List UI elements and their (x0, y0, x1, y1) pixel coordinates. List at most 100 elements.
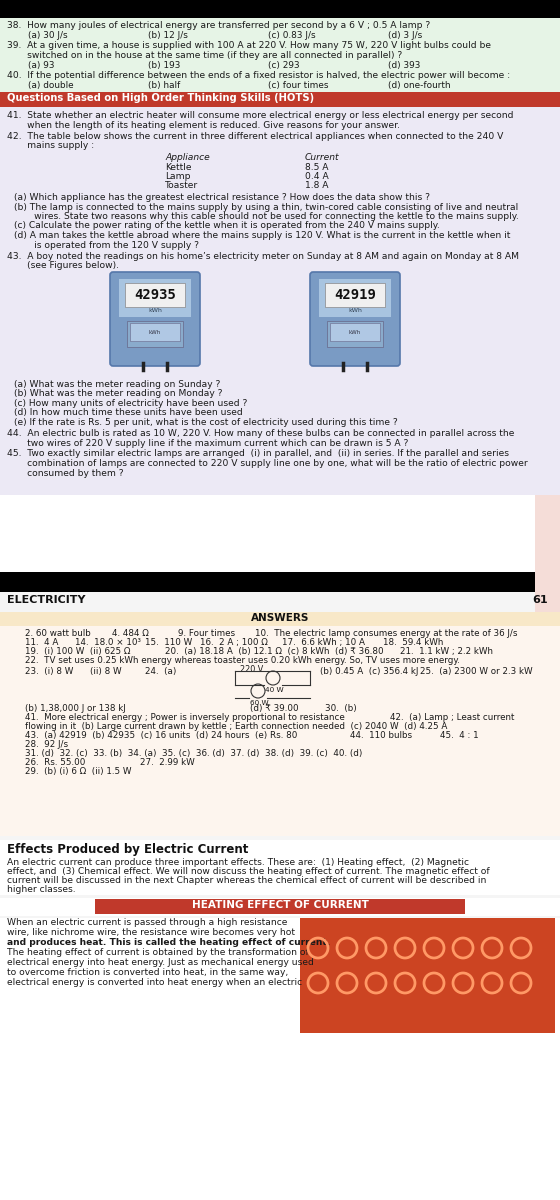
Text: (b) 0.45 A  (c) 356.4 kJ: (b) 0.45 A (c) 356.4 kJ (320, 667, 418, 676)
Text: (e) If the rate is Rs. 5 per unit, what is the cost of electricity used during t: (e) If the rate is Rs. 5 per unit, what … (14, 418, 398, 427)
Bar (0, 626, 560, 836)
Text: (c) 0.83 J/s: (c) 0.83 J/s (268, 31, 316, 40)
Text: The heating effect of current is obtained by the transformation of: The heating effect of current is obtaine… (7, 948, 309, 958)
Text: HEATING EFFECT OF CURRENT: HEATING EFFECT OF CURRENT (192, 900, 368, 910)
Text: 31. (d)  32. (c)  33. (b)  34. (a)  35. (c)  36. (d)  37. (d)  38. (d)  39. (c) : 31. (d) 32. (c) 33. (b) 34. (a) 35. (c) … (25, 749, 362, 758)
Bar (95, 899, 465, 914)
Text: 41.  More electrical energy ; Power is inversely proportional to resistance: 41. More electrical energy ; Power is in… (25, 713, 345, 722)
Bar (0, 1118, 560, 1200)
Text: 41.  State whether an electric heater will consume more electrical energy or les: 41. State whether an electric heater wil… (7, 110, 514, 120)
Text: 42935: 42935 (134, 288, 176, 302)
Text: 42.  (a) Lamp ; Least current: 42. (a) Lamp ; Least current (390, 713, 515, 722)
Bar (325, 283, 385, 307)
Text: (d) In how much time these units have been used: (d) In how much time these units have be… (14, 408, 242, 418)
Bar (0, 572, 560, 592)
Text: 24.  (a): 24. (a) (145, 667, 176, 676)
Text: and produces heat. This is called the heating effect of current.: and produces heat. This is called the he… (7, 938, 330, 947)
Text: 22.  TV set uses 0.25 kWh energy whereas toaster uses 0.20 kWh energy. So, TV us: 22. TV set uses 0.25 kWh energy whereas … (25, 656, 460, 665)
Bar (319, 278, 391, 317)
Bar (130, 323, 180, 341)
Bar (330, 323, 380, 341)
Bar (0, 0, 560, 18)
Text: (b) 12 J/s: (b) 12 J/s (148, 31, 188, 40)
Bar (127, 320, 183, 347)
Text: (d) ₹ 39.00: (d) ₹ 39.00 (250, 704, 298, 713)
Text: 45.  4 : 1: 45. 4 : 1 (440, 731, 479, 740)
Text: 43.  A boy noted the readings on his home’s electricity meter on Sunday at 8 AM : 43. A boy noted the readings on his home… (7, 252, 519, 260)
Bar (327, 320, 383, 347)
Text: when the length of its heating element is reduced. Give reasons for your answer.: when the length of its heating element i… (7, 120, 400, 130)
Text: 27.  2.99 kW: 27. 2.99 kW (140, 758, 195, 767)
Text: higher classes.: higher classes. (7, 886, 76, 894)
Text: 0.4 A: 0.4 A (305, 172, 329, 181)
Text: (a) Which appliance has the greatest electrical resistance ? How does the data s: (a) Which appliance has the greatest ele… (14, 193, 430, 202)
Text: ELECTRICITY: ELECTRICITY (7, 595, 86, 605)
Text: electrical energy into heat energy. Just as mechanical energy used: electrical energy into heat energy. Just… (7, 958, 314, 967)
Text: 61: 61 (533, 595, 548, 605)
FancyBboxPatch shape (310, 272, 400, 366)
Text: 4. 484 Ω: 4. 484 Ω (112, 629, 149, 638)
Text: (a) 30 J/s: (a) 30 J/s (28, 31, 68, 40)
Text: 16.  2 A ; 100 Ω: 16. 2 A ; 100 Ω (200, 638, 268, 647)
Text: 10.  The electric lamp consumes energy at the rate of 36 J/s: 10. The electric lamp consumes energy at… (255, 629, 517, 638)
Bar (0, 18, 560, 120)
Text: (c) 293: (c) 293 (268, 61, 300, 70)
Text: effect, and  (3) Chemical effect. We will now discuss the heating effect of curr: effect, and (3) Chemical effect. We will… (7, 866, 489, 876)
Text: (d) one-fourth: (d) one-fourth (388, 80, 451, 90)
Text: 44.  110 bulbs: 44. 110 bulbs (350, 731, 412, 740)
Text: Questions Based on High Order Thinking Skills (HOTS): Questions Based on High Order Thinking S… (7, 92, 314, 103)
Bar (0, 494, 560, 575)
Text: (b) What was the meter reading on Monday ?: (b) What was the meter reading on Monday… (14, 390, 222, 398)
Text: 28.  92 J/s: 28. 92 J/s (25, 740, 68, 749)
Bar (0, 612, 560, 626)
Text: 8.5 A: 8.5 A (305, 162, 329, 172)
Text: 2. 60 watt bulb: 2. 60 watt bulb (25, 629, 91, 638)
Text: 18.  59.4 kWh: 18. 59.4 kWh (383, 638, 444, 647)
Text: 43.  (a) 42919  (b) 42935  (c) 16 units  (d) 24 hours  (e) Rs. 80: 43. (a) 42919 (b) 42935 (c) 16 units (d)… (25, 731, 297, 740)
Text: flowing in it  (b) Large current drawn by kettle ; Earth connection needed  (c) : flowing in it (b) Large current drawn by… (25, 722, 447, 731)
Text: 26.  Rs. 55.00: 26. Rs. 55.00 (25, 758, 85, 767)
Text: Appliance: Appliance (165, 152, 210, 162)
Text: 40.  If the potential difference between the ends of a fixed resistor is halved,: 40. If the potential difference between … (7, 71, 510, 80)
Text: (d) 3 J/s: (d) 3 J/s (388, 31, 422, 40)
Text: 25.  (a) 2300 W or 2.3 kW: 25. (a) 2300 W or 2.3 kW (420, 667, 533, 676)
Text: 23.  (i) 8 W: 23. (i) 8 W (25, 667, 73, 676)
Bar (0, 898, 560, 916)
Text: Lamp: Lamp (165, 172, 190, 181)
Text: (ii) 8 W: (ii) 8 W (90, 667, 122, 676)
Text: An electric current can produce three important effects. These are:  (1) Heating: An electric current can produce three im… (7, 858, 469, 866)
Text: When an electric current is passed through a high resistance: When an electric current is passed throu… (7, 918, 287, 926)
Bar (0, 92, 560, 107)
FancyBboxPatch shape (110, 272, 200, 366)
Text: Current: Current (305, 152, 339, 162)
Text: to overcome friction is converted into heat, in the same way,: to overcome friction is converted into h… (7, 968, 288, 977)
Text: 38.  How many joules of electrical energy are transferred per second by a 6 V ; : 38. How many joules of electrical energy… (7, 20, 430, 30)
Text: (a) What was the meter reading on Sunday ?: (a) What was the meter reading on Sunday… (14, 380, 221, 389)
Text: consumed by them ?: consumed by them ? (7, 468, 124, 478)
Text: 19.  (i) 100 W  (ii) 625 Ω: 19. (i) 100 W (ii) 625 Ω (25, 647, 130, 656)
Text: kWh: kWh (348, 308, 362, 313)
Text: 15.  110 W: 15. 110 W (145, 638, 192, 647)
Text: two wires of 220 V supply line if the maximum current which can be drawn is 5 A : two wires of 220 V supply line if the ma… (7, 439, 408, 448)
Text: (a) 93: (a) 93 (28, 61, 54, 70)
Text: 40 W: 40 W (265, 686, 283, 692)
Text: kWh: kWh (149, 330, 161, 336)
Text: combination of lamps are connected to 220 V supply line one by one, what will be: combination of lamps are connected to 22… (7, 458, 528, 468)
Bar (0, 840, 560, 895)
Text: 1.8 A: 1.8 A (305, 181, 329, 191)
Text: 30.  (b): 30. (b) (325, 704, 357, 713)
Text: 42.  The table below shows the current in three different electrical appliances : 42. The table below shows the current in… (7, 132, 503, 140)
Text: (b) 1,38,000 J or 138 kJ: (b) 1,38,000 J or 138 kJ (25, 704, 126, 713)
Text: (b) The lamp is connected to the mains supply by using a thin, twin-cored cable : (b) The lamp is connected to the mains s… (14, 203, 518, 211)
Text: switched on in the house at the same time (if they are all connected in parallel: switched on in the house at the same tim… (7, 50, 402, 60)
Text: wires. State two reasons why this cable should not be used for connecting the ke: wires. State two reasons why this cable … (14, 212, 519, 221)
Text: electrical energy is converted into heat energy when an electric: electrical energy is converted into heat… (7, 978, 302, 986)
Text: 14.  18.0 × 10³: 14. 18.0 × 10³ (75, 638, 141, 647)
Text: 29.  (b) (i) 6 Ω  (ii) 1.5 W: 29. (b) (i) 6 Ω (ii) 1.5 W (25, 767, 132, 776)
Text: is operated from the 120 V supply ?: is operated from the 120 V supply ? (14, 240, 199, 250)
Text: 45.  Two exactly similar electric lamps are arranged  (i) in parallel, and  (ii): 45. Two exactly similar electric lamps a… (7, 450, 509, 458)
Text: (b) 193: (b) 193 (148, 61, 180, 70)
Text: (c) Calculate the power rating of the kettle when it is operated from the 240 V : (c) Calculate the power rating of the ke… (14, 222, 440, 230)
Text: 9. Four times: 9. Four times (178, 629, 235, 638)
Bar (300, 918, 555, 1033)
